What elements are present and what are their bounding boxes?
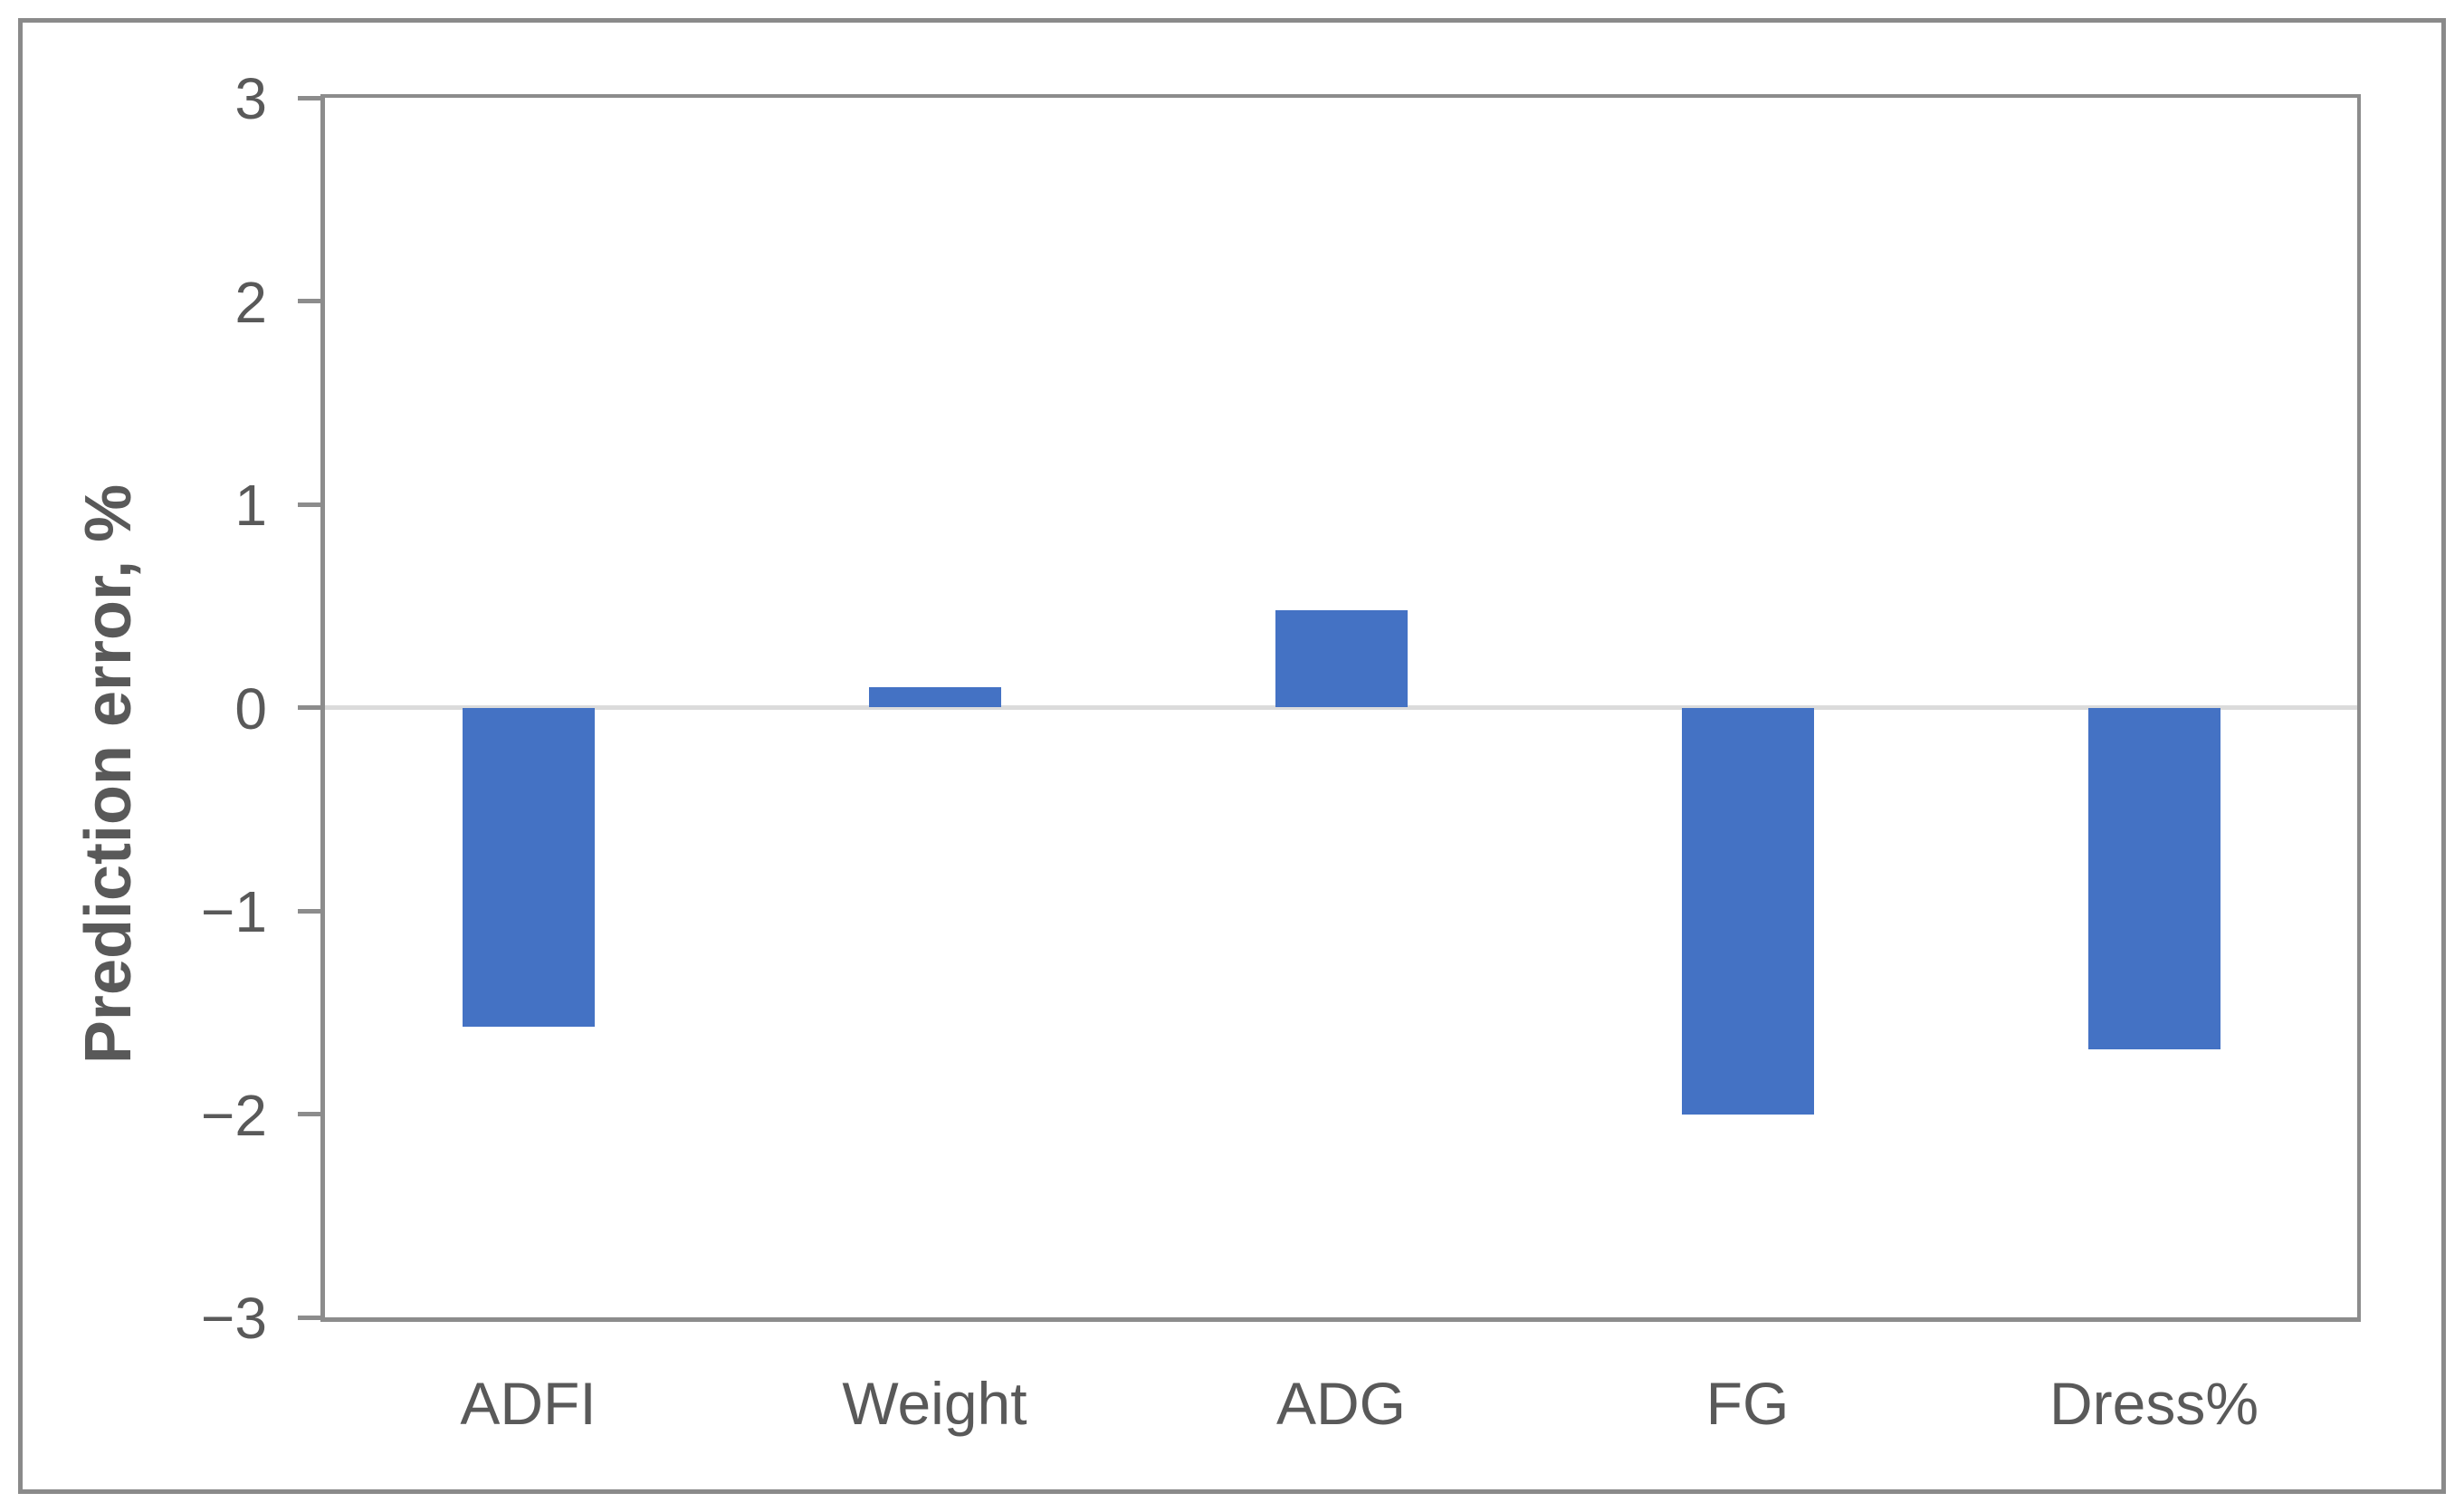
- bar-weight: [868, 687, 1001, 708]
- y-tick-mark: [298, 502, 320, 507]
- bar-dress: [2087, 707, 2220, 1049]
- figure-border: [18, 18, 2446, 1494]
- y-tick-label: −2: [201, 1082, 267, 1148]
- x-axis-label: ADFI: [460, 1370, 597, 1437]
- plot-area: [298, 94, 2361, 1322]
- y-tick-mark: [298, 1315, 320, 1320]
- y-tick-mark: [298, 1112, 320, 1116]
- zero-gridline: [325, 705, 2357, 710]
- y-tick-mark: [298, 95, 320, 100]
- y-tick-mark: [298, 705, 320, 710]
- x-axis-label: FG: [1705, 1370, 1790, 1437]
- x-axis-label: Weight: [842, 1370, 1027, 1437]
- y-axis-title: Prediction error, %: [72, 483, 145, 1065]
- y-tick-label: 0: [234, 675, 267, 742]
- y-tick-mark: [298, 299, 320, 303]
- y-tick-label: 3: [234, 66, 267, 131]
- y-tick-label: −1: [201, 879, 267, 944]
- y-tick-label: −3: [201, 1286, 267, 1351]
- bar-fg: [1681, 707, 1814, 1115]
- x-axis-label: ADG: [1275, 1370, 1407, 1437]
- y-tick-label: 1: [234, 473, 267, 538]
- bar-adg: [1275, 609, 1408, 708]
- y-tick-label: 2: [234, 269, 267, 335]
- y-tick-mark: [298, 908, 320, 914]
- bar-adfi: [462, 707, 595, 1027]
- x-axis-label: Dress%: [2049, 1370, 2259, 1437]
